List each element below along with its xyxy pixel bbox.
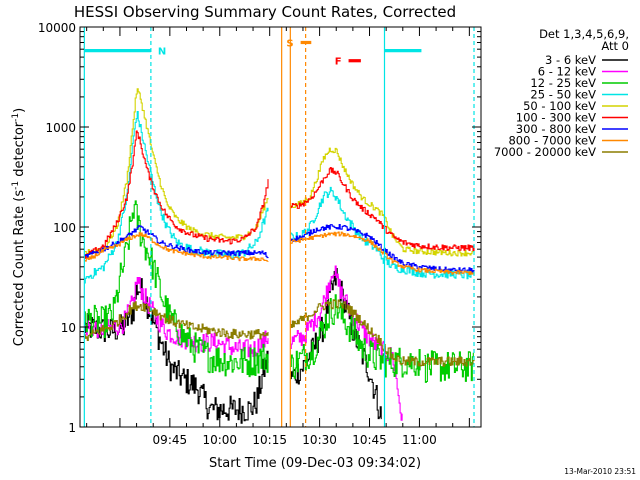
series-line (290, 147, 475, 257)
series-800-7000keV (84, 231, 475, 275)
y-tick-label: 1 (68, 421, 76, 435)
legend-entry-label: 12 - 25 keV (530, 76, 596, 90)
legend-entry-label: 100 - 300 keV (516, 111, 596, 125)
series-line (84, 130, 269, 259)
series-line (290, 299, 475, 367)
x-tick-label: 09:45 (153, 433, 188, 447)
series-line (84, 276, 269, 358)
series-6-12keV (84, 265, 403, 421)
y-tick-label: 1000 (45, 121, 76, 135)
series-line (84, 88, 269, 255)
legend-entry-label: 300 - 800 keV (516, 122, 596, 136)
x-tick-label: 11:00 (402, 433, 437, 447)
x-axis-label: Start Time (09-Dec-03 09:34:02) (209, 456, 421, 471)
x-axis: 09:45 10:00 10:15 10:30 10:45 11:00 (86, 27, 470, 447)
legend-header-line: Att 0 (601, 39, 629, 53)
x-tick-label: 10:45 (352, 433, 387, 447)
series-line (84, 200, 269, 378)
generation-timestamp: 13-Mar-2010 23:51 (564, 467, 636, 476)
legend-entry-label: 50 - 100 keV (523, 99, 596, 113)
y-tick-label: 10 (61, 321, 76, 335)
series-line (84, 301, 269, 342)
series-line (290, 231, 475, 275)
series-line (84, 232, 269, 262)
legend-header-line: Det 1,3,4,5,6,9, (539, 27, 629, 41)
chart-title: HESSI Observing Summary Count Rates, Cor… (74, 3, 456, 21)
series-100-300keV (84, 130, 475, 259)
y-axis-label: Corrected Count Rate (s-1 detector-1) (11, 108, 27, 346)
series-line (290, 265, 403, 421)
series-50-100keV (84, 88, 475, 257)
flag-label: S (286, 38, 293, 49)
flag-label: F (335, 57, 342, 68)
series-line (290, 166, 475, 252)
legend-entry-label: 3 - 6 keV (545, 53, 596, 67)
y-tick-label: 10000 (38, 21, 76, 35)
y-axis: 1 10 100 1000 10000 (38, 21, 481, 435)
y-tick-label: 100 (53, 221, 76, 235)
series-line (290, 224, 475, 273)
legend-entry-label: 7000 - 20000 keV (494, 145, 596, 159)
series-7000-20000keV (84, 299, 475, 367)
time-markers (83, 27, 475, 427)
plot-area (84, 88, 475, 424)
x-tick-label: 10:15 (252, 433, 287, 447)
x-tick-label: 10:30 (302, 433, 337, 447)
observing-flags: N S F (84, 38, 422, 68)
x-tick-label: 10:00 (202, 433, 237, 447)
legend-entry-label: 800 - 7000 keV (508, 134, 596, 148)
legend-entry-label: 6 - 12 keV (538, 65, 596, 79)
flag-label: N (158, 47, 166, 58)
series-line (290, 186, 475, 280)
legend-entry-label: 25 - 50 keV (530, 88, 596, 102)
